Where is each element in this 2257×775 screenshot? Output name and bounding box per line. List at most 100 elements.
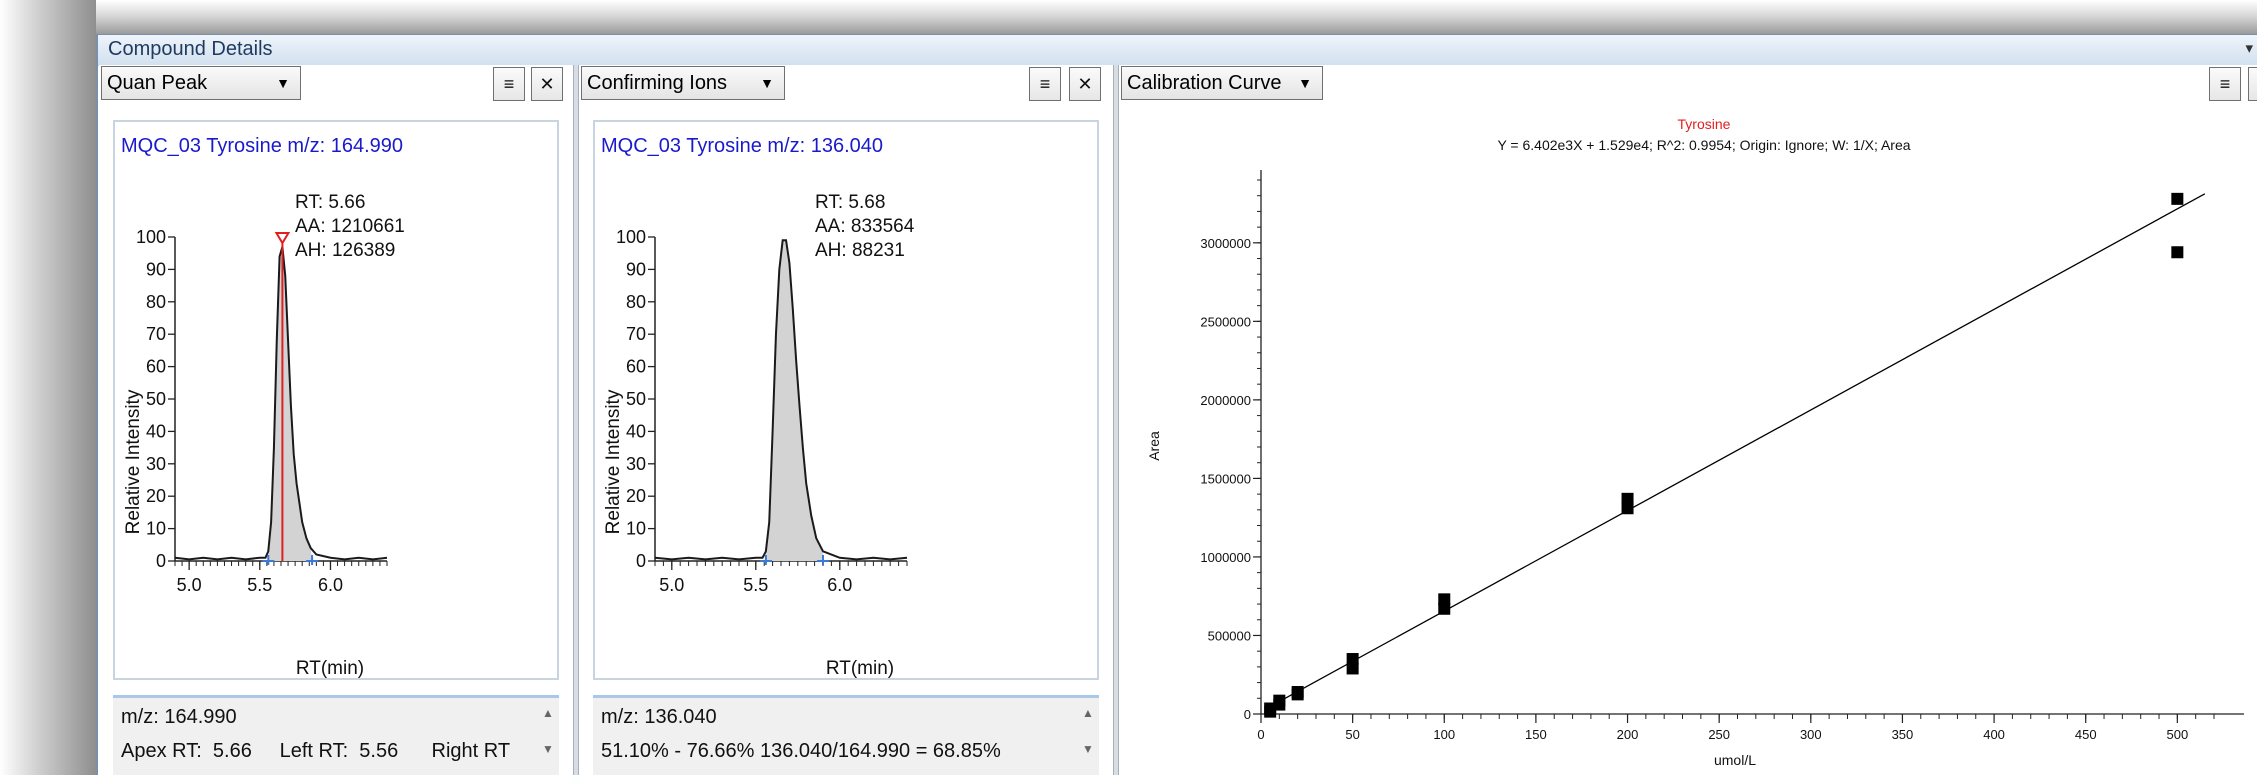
peak-area-label: AA: 1210661 xyxy=(295,216,405,237)
y-tick-label: 50 xyxy=(626,389,646,409)
info-scrollbar[interactable]: ▲ ▼ xyxy=(1077,698,1099,775)
quan-peak-dropdown[interactable]: Quan Peak ▼ xyxy=(101,66,301,100)
window-titlebar: Compound Details ▾ xyxy=(98,35,2257,66)
pane-menu-button[interactable]: ≡ xyxy=(493,67,525,101)
confirming-ions-dropdown[interactable]: Confirming Ions ▼ xyxy=(581,66,785,100)
y-tick-label: 2000000 xyxy=(1200,393,1251,408)
chromatogram-trace xyxy=(654,239,908,561)
quan-peak-dropdown-label: Quan Peak xyxy=(107,72,208,94)
pane-splitter[interactable] xyxy=(1113,65,1119,775)
calibration-point xyxy=(1621,492,1634,505)
y-tick-label: 40 xyxy=(146,421,166,441)
chromatogram-title: MQC_03 Tyrosine m/z: 164.990 xyxy=(121,135,403,157)
x-tick-label: 100 xyxy=(1433,727,1455,742)
scroll-down-icon[interactable]: ▼ xyxy=(1082,742,1094,756)
quan-peak-plot-area: MQC_03 Tyrosine m/z: 164.990 RT: 5.66 AA… xyxy=(113,120,559,680)
y-axis-label: Relative Intensity xyxy=(603,389,624,534)
outer-frame-top xyxy=(0,0,2257,34)
x-tick-label: 5.5 xyxy=(247,575,272,595)
x-tick-label: 50 xyxy=(1345,727,1359,742)
y-tick-label: 20 xyxy=(626,486,646,506)
close-icon: ✕ xyxy=(1077,74,1093,94)
y-axis-label: Relative Intensity xyxy=(123,389,144,534)
pane-close-button[interactable]: ✕ xyxy=(1069,67,1101,101)
y-tick-label: 10 xyxy=(626,519,646,539)
y-tick-label: 2500000 xyxy=(1200,314,1251,329)
pane-splitter[interactable] xyxy=(573,65,579,775)
y-tick-label: 500000 xyxy=(1208,628,1251,643)
peak-fill-area xyxy=(765,240,823,561)
x-tick-label: 250 xyxy=(1708,727,1730,742)
x-axis-label: RT(min) xyxy=(296,658,364,678)
chromatogram-plot: 0 10 20 30 40 50 60 70 80 90 100 5.0 5.5 6.0 xyxy=(136,227,388,595)
list-filter-icon: ≡ xyxy=(2219,74,2231,94)
y-tick-label: 90 xyxy=(146,259,166,279)
x-axis-label: RT(min) xyxy=(826,658,894,678)
quan-peak-pane: Quan Peak ▼ ≡ ✕ MQC_03 Tyrosine m/z: 164… xyxy=(99,65,573,775)
scroll-down-icon[interactable]: ▼ xyxy=(542,742,554,756)
x-tick-label: 6.0 xyxy=(827,575,852,595)
apex-marker-icon xyxy=(274,232,291,245)
list-filter-icon: ≡ xyxy=(503,74,515,94)
y-tick-label: 0 xyxy=(1244,707,1251,722)
y-tick-label: 80 xyxy=(146,292,166,312)
info-scrollbar[interactable]: ▲ ▼ xyxy=(537,698,559,775)
scroll-up-icon[interactable]: ▲ xyxy=(542,706,554,720)
y-tick-label: 1500000 xyxy=(1200,471,1251,486)
y-tick-label: 100 xyxy=(616,227,646,247)
calibration-point xyxy=(2171,246,2184,259)
calibration-point xyxy=(1273,694,1286,707)
y-tick-label: 3000000 xyxy=(1200,236,1251,251)
peak-rt-label: RT: 5.66 xyxy=(295,192,365,213)
calibration-curve-dropdown[interactable]: Calibration Curve ▼ xyxy=(1121,66,1323,100)
x-tick-label: 400 xyxy=(1983,727,2005,742)
calibration-curve-svg: Tyrosine Y = 6.402e3X + 1.529e4; R^2: 0.… xyxy=(1146,116,2244,768)
chevron-down-icon: ▼ xyxy=(1298,75,1312,91)
y-tick-label: 1000000 xyxy=(1200,550,1251,565)
scroll-up-icon[interactable]: ▲ xyxy=(1082,706,1094,720)
calibration-title: Tyrosine xyxy=(1678,116,1731,132)
info-rt-line: Apex RT: 5.66 Left RT: 5.56 Right RT xyxy=(121,740,511,762)
peak-height-label: AH: 88231 xyxy=(815,240,905,261)
peak-rt-label: RT: 5.68 xyxy=(815,192,885,213)
x-tick-label: 200 xyxy=(1617,727,1639,742)
confirming-ions-dropdown-label: Confirming Ions xyxy=(587,72,728,94)
y-tick-label: 60 xyxy=(626,357,646,377)
calibration-point xyxy=(1264,702,1277,715)
confirming-ions-pane: Confirming Ions ▼ ≡ ✕ MQC_03 Tyrosine m/… xyxy=(579,65,1113,775)
calibration-curve-pane: Calibration Curve ▼ ≡ ✕ Tyrosine Y = 6.4… xyxy=(1119,65,2257,775)
x-tick-label: 300 xyxy=(1800,727,1822,742)
chromatogram-trace xyxy=(174,246,388,561)
y-tick-label: 40 xyxy=(626,421,646,441)
calibration-point xyxy=(1438,602,1451,615)
pane-close-button[interactable]: ✕ xyxy=(531,67,563,101)
calibration-point xyxy=(1621,502,1634,515)
close-icon: ✕ xyxy=(539,74,555,94)
confirming-ions-plot-area: MQC_03 Tyrosine m/z: 136.040 RT: 5.68 AA… xyxy=(593,120,1099,680)
x-tick-label: 500 xyxy=(2166,727,2188,742)
pane-menu-button[interactable]: ≡ xyxy=(2209,67,2241,101)
y-tick-label: 100 xyxy=(136,227,166,247)
x-axis-label: umol/L xyxy=(1714,752,1756,768)
y-tick-label: 0 xyxy=(156,551,166,571)
pane-menu-button[interactable]: ≡ xyxy=(1029,67,1061,101)
y-tick-label: 60 xyxy=(146,357,166,377)
x-tick-label: 350 xyxy=(1892,727,1914,742)
peak-area-label: AA: 833564 xyxy=(815,216,915,237)
info-mz-line: m/z: 136.040 xyxy=(601,706,717,728)
y-tick-label: 50 xyxy=(146,389,166,409)
chevron-down-icon: ▼ xyxy=(276,75,290,91)
y-tick-label: 20 xyxy=(146,486,166,506)
y-tick-label: 30 xyxy=(146,454,166,474)
window-title: Compound Details xyxy=(108,38,273,60)
info-mz-line: m/z: 164.990 xyxy=(121,706,237,728)
y-tick-label: 70 xyxy=(146,324,166,344)
list-filter-icon: ≡ xyxy=(1039,74,1051,94)
chromatogram-plot: 0 10 20 30 40 50 60 70 80 90 100 5.0 5.5 6.0 xyxy=(616,227,908,595)
collapse-arrow-icon[interactable]: ▾ xyxy=(2245,40,2253,57)
calibration-plot: 0 500000 1000000 1500000 2000000 2500000 30000… xyxy=(1200,170,2244,742)
regression-line xyxy=(1268,193,2206,709)
outer-frame-left xyxy=(0,0,96,775)
x-tick-label: 6.0 xyxy=(318,575,343,595)
x-tick-label: 5.0 xyxy=(659,575,684,595)
